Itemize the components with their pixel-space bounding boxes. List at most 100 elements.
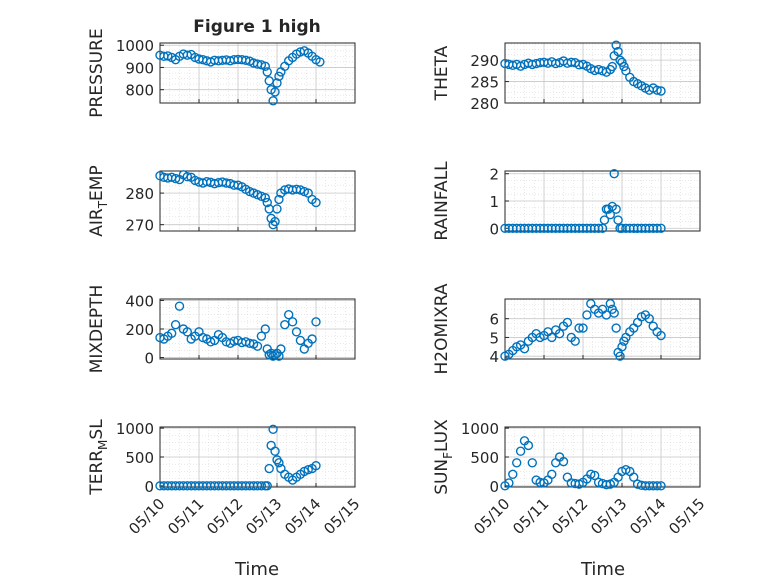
y-axis-label: THETA: [432, 45, 452, 101]
axes-box: [159, 42, 356, 104]
data-point: [593, 223, 604, 233]
subplot-mixdepth: 0 200 400 MIXDEPTH: [87, 285, 356, 374]
data-point: [260, 193, 270, 203]
data-point: [311, 460, 321, 471]
y-tick-label: 1000: [116, 37, 154, 55]
data-point: [652, 481, 662, 491]
data-point: [611, 40, 621, 50]
x-tick-label: 05/12: [203, 495, 246, 538]
data-point: [590, 470, 600, 481]
x-tick-label: 05/15: [320, 495, 363, 538]
data-point: [166, 328, 177, 338]
data-point: [272, 204, 282, 214]
data-point: [613, 46, 623, 57]
data-point: [515, 446, 526, 456]
data-point: [307, 334, 317, 344]
data-point: [512, 458, 522, 468]
data-point: [656, 330, 666, 341]
y-axis-label: PRESSURE: [87, 28, 107, 117]
data-point: [613, 215, 623, 225]
data-point: [270, 446, 280, 456]
y-axis-label: SUNFLUX: [432, 419, 455, 495]
data-point: [272, 78, 282, 88]
y-tick-label: 0: [144, 478, 154, 496]
data-point: [508, 469, 518, 480]
y-tick-label: 500: [470, 449, 499, 467]
data-point: [170, 173, 181, 184]
data-point: [619, 61, 629, 72]
y-tick-label: 4: [489, 348, 499, 366]
data-point: [287, 317, 298, 327]
data-point: [291, 327, 302, 337]
data-point: [652, 223, 662, 233]
x-tick-label: 05/10: [125, 495, 168, 538]
y-tick-label: 400: [125, 292, 154, 310]
data-point: [276, 344, 286, 354]
data-point: [551, 458, 561, 468]
data-point: [562, 472, 573, 482]
subplot-air: 270 280 AIRTEMP: [87, 165, 356, 237]
data-point: [311, 317, 321, 327]
data-point: [629, 472, 639, 482]
x-tick-label: 05/13: [242, 495, 285, 538]
data-point: [295, 335, 306, 346]
x-axis-label-right: Time: [580, 559, 625, 580]
data-point: [270, 216, 280, 227]
y-tick-label: 0: [489, 220, 499, 238]
data-point: [256, 481, 267, 491]
data-point: [244, 338, 255, 348]
y-tick-label: 900: [125, 59, 154, 77]
data-point: [284, 310, 294, 320]
data-point: [570, 336, 580, 346]
data-point: [554, 328, 565, 339]
data-point: [264, 76, 274, 86]
data-point: [582, 310, 592, 320]
y-axis-label: MIXDEPTH: [87, 285, 107, 374]
y-tick-label: 280: [470, 95, 499, 113]
y-tick-label: 0: [489, 478, 499, 496]
y-axis-label: TERRMSL: [87, 419, 110, 496]
data-point: [656, 481, 666, 491]
data-point: [648, 321, 658, 331]
data-point: [274, 194, 284, 205]
y-axis-label: H2OMIXRA: [432, 283, 452, 374]
x-tick-label: 05/12: [548, 495, 591, 538]
x-axis-label-left: Time: [234, 559, 279, 580]
y-tick-label: 270: [125, 217, 154, 235]
axes-box: [159, 170, 356, 232]
figure-title: Figure 1 high: [193, 17, 321, 37]
data-point: [303, 464, 313, 475]
data-point: [260, 324, 270, 334]
data-point: [280, 320, 290, 330]
data-point: [644, 313, 654, 324]
axes-box: [504, 298, 701, 360]
data-point: [280, 61, 290, 72]
data-point: [578, 323, 588, 333]
y-tick-label: 285: [470, 74, 499, 92]
subplot-rainfall: 0 1 2 RAINFALL: [432, 161, 701, 241]
data-point: [656, 86, 666, 96]
data-point: [574, 323, 584, 333]
data-point: [632, 317, 643, 328]
data-point: [274, 71, 284, 82]
data-point: [547, 332, 557, 343]
data-point: [611, 204, 621, 214]
data-point: [617, 57, 627, 67]
data-point: [652, 85, 662, 95]
data-point: [174, 301, 185, 311]
subplot-terr: 0 500 1000 TERRMSL 05/1005/1105/1205/1305/14…: [87, 419, 363, 538]
data-point: [558, 456, 569, 467]
data-point: [656, 223, 666, 233]
data-point: [170, 320, 181, 330]
x-tick-label: 05/14: [281, 495, 324, 538]
y-axis-label: RAINFALL: [432, 161, 452, 241]
subplot-pressure: 800 900 1000 PRESSURE: [87, 28, 356, 118]
axes-box: [504, 42, 701, 104]
data-point: [270, 87, 280, 97]
data-point: [523, 440, 534, 451]
data-point: [252, 341, 263, 351]
data-point: [611, 323, 621, 333]
data-point: [599, 215, 610, 225]
y-axis-label: AIRTEMP: [87, 165, 110, 236]
